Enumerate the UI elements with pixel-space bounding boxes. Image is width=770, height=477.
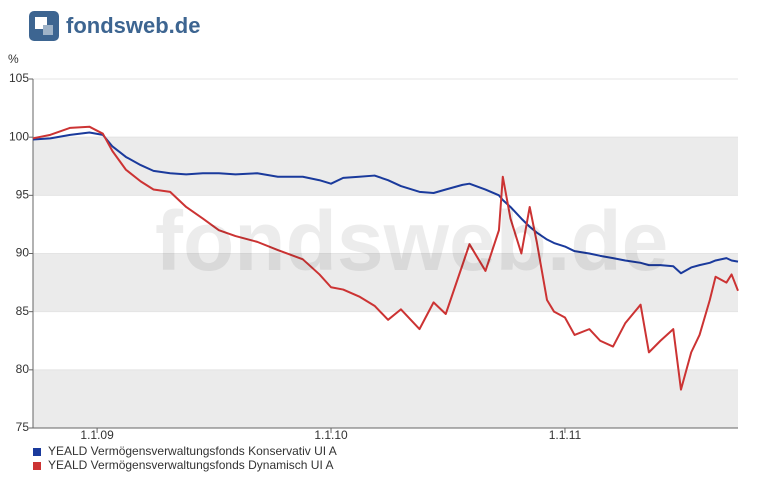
- y-tick-label: 100: [9, 129, 29, 143]
- grid-band: [33, 137, 738, 196]
- logo-icon-inner: [43, 25, 53, 35]
- x-tick-label: 1.1.09: [80, 428, 114, 442]
- y-tick-label: 105: [9, 71, 29, 85]
- line-series: [32, 125, 739, 391]
- line-series: [32, 131, 739, 275]
- y-tick-label: 90: [16, 246, 30, 260]
- y-tick-label: 85: [16, 304, 30, 318]
- plot-area: 75 80 85 90 95 100 105 1.1.09 1.1.10 1.1.11: [9, 71, 739, 442]
- y-tick-label: 95: [16, 188, 30, 202]
- y-tick-label: 75: [16, 420, 30, 434]
- x-tick-label: 1.1.11: [549, 428, 582, 442]
- legend-swatch: [33, 448, 41, 456]
- watermark: fondsweb.de: [155, 194, 668, 288]
- grid-band: [33, 253, 738, 312]
- y-axis-label: %: [8, 52, 19, 66]
- legend-label: YEALD Vermögensverwaltungsfonds Dynamisc…: [48, 458, 333, 472]
- legend-label: YEALD Vermögensverwaltungsfonds Konserva…: [48, 444, 337, 458]
- legend-swatch: [33, 462, 41, 470]
- x-tick-label: 1.1.10: [314, 428, 348, 442]
- y-tick-label: 80: [16, 362, 30, 376]
- logo: fondsweb.de: [66, 13, 200, 38]
- grid-band: [33, 369, 738, 428]
